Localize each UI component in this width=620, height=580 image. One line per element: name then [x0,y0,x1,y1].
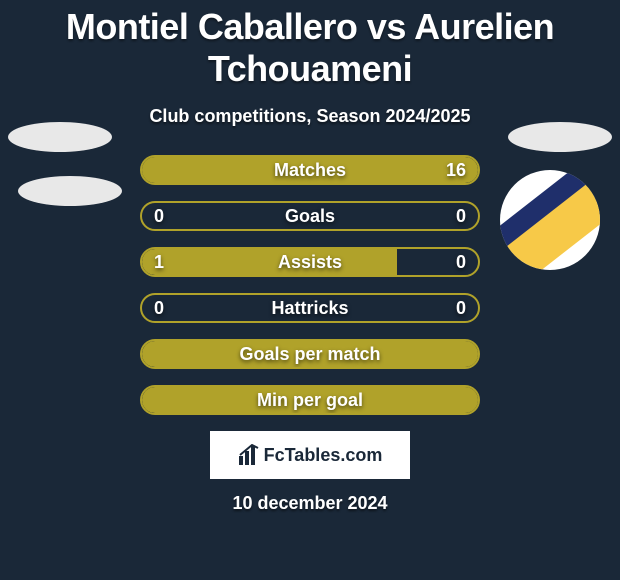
bar-label: Goals [142,203,478,229]
stat-bar: Goals0 0 [140,201,480,231]
comparison-bars: Matches16Goals00Assists10Hattricks00Goal… [0,155,620,415]
stat-bar: Matches16 [140,155,480,185]
left-player-shape-1 [8,122,112,152]
branding-text: FcTables.com [264,445,383,466]
stat-bar: Goals per match [140,339,480,369]
bars-icon [238,444,260,466]
bar-value-left: 0 [154,295,164,321]
page-subtitle: Club competitions, Season 2024/2025 [0,106,620,127]
bar-value-right: 0 [456,203,466,229]
branding-box: FcTables.com [210,431,410,479]
bar-label: Min per goal [142,387,478,413]
bar-value-right: 0 [456,295,466,321]
right-player-shape-1 [508,122,612,152]
bar-label: Hattricks [142,295,478,321]
page-title: Montiel Caballero vs Aurelien Tchouameni [0,0,620,90]
bar-value-right: 0 [456,249,466,275]
bar-label: Goals per match [142,341,478,367]
stat-bar: Min per goal [140,385,480,415]
bar-label: Matches [142,157,478,183]
date-line: 10 december 2024 [0,493,620,514]
stat-bar: Hattricks0 0 [140,293,480,323]
stat-bar: Assists1 0 [140,247,480,277]
bar-label: Assists [142,249,478,275]
bar-value-left: 0 [154,203,164,229]
bar-value-left: 1 [154,249,164,275]
bar-value-right: 16 [446,157,466,183]
